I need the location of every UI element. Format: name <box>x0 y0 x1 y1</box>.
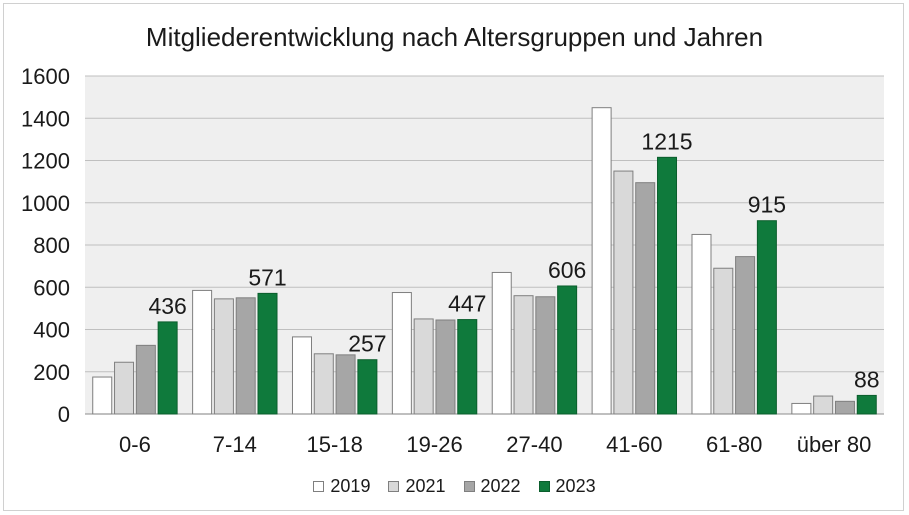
bar-2021-7-14 <box>213 298 234 415</box>
legend-swatch <box>538 481 550 492</box>
legend-item-2023: 2023 <box>538 476 596 497</box>
bar-2022-61-80 <box>735 256 756 415</box>
y-tick-label: 400 <box>33 318 70 343</box>
bar-2023-41-60 <box>657 156 678 415</box>
y-tick-label: 1400 <box>21 106 70 131</box>
x-tick-label: 41-60 <box>606 432 662 457</box>
data-label: 257 <box>348 331 386 357</box>
y-tick-label: 1200 <box>21 149 70 174</box>
data-label: 606 <box>548 257 586 283</box>
y-tick-label: 800 <box>33 233 70 258</box>
bar-2023-15-18 <box>357 359 378 415</box>
data-label: 915 <box>748 192 786 218</box>
legend-label: 2019 <box>330 476 371 496</box>
legend-swatch <box>388 481 400 492</box>
bar-2019-27-40 <box>491 271 512 415</box>
y-tick-label: 1600 <box>21 64 70 89</box>
bar-2019-41-60 <box>591 107 612 415</box>
bar-2023-19-26 <box>457 319 478 415</box>
bar-2021-27-40 <box>513 295 534 415</box>
legend-item-2019: 2019 <box>313 476 370 497</box>
data-label: 436 <box>148 293 186 319</box>
bar-2022-15-18 <box>335 354 356 415</box>
legend-label: 2021 <box>405 476 446 496</box>
bar-2022-19-26 <box>435 319 456 415</box>
legend-item-2022: 2022 <box>463 476 521 497</box>
y-tick-label: 200 <box>33 360 70 385</box>
x-tick-label: 0-6 <box>119 432 151 457</box>
x-tick-label: 7-14 <box>213 432 257 457</box>
x-tick-label: über 80 <box>797 432 872 457</box>
bar-2023-61-80 <box>756 220 777 415</box>
legend-label: 2022 <box>480 476 521 496</box>
bar-2021-0-6 <box>114 361 135 415</box>
data-label: 571 <box>248 264 286 290</box>
bar-2023-über 80 <box>856 394 877 415</box>
bar-2022-über 80 <box>834 400 855 415</box>
x-tick-label: 61-80 <box>706 432 762 457</box>
data-label: 447 <box>448 291 486 317</box>
bar-2021-19-26 <box>413 318 434 415</box>
bar-2021-41-60 <box>613 170 634 415</box>
bar-2023-7-14 <box>257 292 278 415</box>
bar-2019-7-14 <box>192 289 213 415</box>
bar-2023-27-40 <box>557 285 578 415</box>
legend-swatch <box>313 481 325 492</box>
bar-2022-41-60 <box>635 182 656 415</box>
bar-2019-19-26 <box>391 292 412 415</box>
legend-label: 2023 <box>555 476 596 496</box>
bar-2023-0-6 <box>157 321 178 415</box>
legend-swatch <box>463 481 475 492</box>
data-label: 88 <box>854 366 880 392</box>
bar-2021-61-80 <box>713 267 734 415</box>
x-tick-label: 19-26 <box>406 432 462 457</box>
x-tick-label: 15-18 <box>307 432 363 457</box>
chart-title: Mitgliederentwicklung nach Altersgruppen… <box>145 22 764 52</box>
bar-2019-über 80 <box>791 402 812 415</box>
legend-item-2021: 2021 <box>388 476 446 497</box>
x-tick-label: 27-40 <box>506 432 562 457</box>
y-tick-label: 600 <box>33 275 70 300</box>
bar-2019-15-18 <box>291 336 312 415</box>
bar-2019-61-80 <box>691 233 712 415</box>
bar-2021-über 80 <box>813 395 834 415</box>
data-label: 1215 <box>641 128 692 154</box>
bar-2022-27-40 <box>535 296 556 415</box>
bar-2019-0-6 <box>92 376 113 415</box>
legend: 2019 2021 2022 2023 <box>0 476 909 497</box>
bar-2022-0-6 <box>135 344 156 415</box>
y-tick-label: 1000 <box>21 191 70 216</box>
bar-2022-7-14 <box>235 297 256 415</box>
bar-2021-15-18 <box>313 353 334 415</box>
y-tick-label: 0 <box>58 402 70 427</box>
